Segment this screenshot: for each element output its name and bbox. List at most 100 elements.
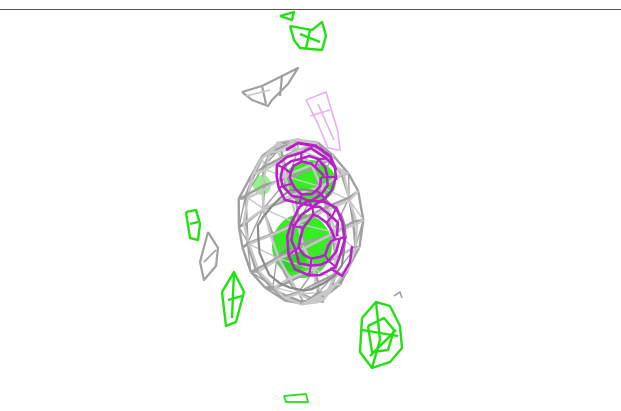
green-fragment-left-lower (220, 270, 246, 328)
gray-fragment-edge (278, 75, 284, 97)
gray-mesh-edge (296, 222, 336, 234)
magenta-lobe-upper (276, 163, 284, 169)
magenta-lobe-lower (327, 260, 337, 268)
gray-mesh-edge (280, 143, 289, 149)
gray-mesh-edge (328, 199, 350, 211)
gray-mesh-edge (246, 209, 264, 244)
gray-mesh-fragments (198, 66, 403, 299)
gray-mesh-edge (284, 296, 303, 306)
gray-mesh-edge (247, 189, 264, 199)
gray-mesh-edge (275, 257, 291, 283)
green-fragment-top-small (279, 10, 296, 22)
green-fragment-inner (366, 316, 396, 354)
magenta-lobe-upper (278, 185, 283, 189)
green-solid-blob (272, 214, 332, 278)
magenta-lobe-lower (325, 216, 333, 224)
gray-mesh-edge (334, 222, 358, 234)
gray-mesh-edge (288, 277, 300, 295)
gray-fragment-edge (203, 249, 217, 263)
green-fragment-edge (189, 220, 199, 226)
light-magenta-mesh-fragment (305, 90, 341, 151)
gray-mesh-edge (311, 158, 327, 167)
magenta-edge (329, 245, 354, 278)
gray-mesh-edge (249, 270, 266, 289)
green-fragment-bottom (283, 393, 309, 403)
light-magenta-edge (317, 103, 335, 141)
gray-fragment-tip (393, 291, 403, 299)
green-fragment-edge (227, 294, 243, 302)
gray-fragment-top (241, 66, 300, 108)
gray-mesh-edge (348, 199, 364, 221)
gray-mesh-edge (269, 150, 278, 154)
gray-mesh-edge (251, 157, 264, 175)
gray-mesh-edge (261, 169, 267, 191)
gray-mesh-edge (247, 243, 260, 272)
green-fragment-edge (370, 339, 382, 369)
green-fragment-left-upper (184, 208, 202, 242)
gray-fragment-edge (260, 85, 268, 105)
gray-mesh-edge (246, 243, 257, 270)
gray-mesh-edge (355, 246, 360, 251)
gray-mesh-edge (290, 185, 322, 197)
magenta-lobe-upper (288, 160, 325, 196)
gray-mesh-edge (257, 270, 276, 289)
gray-fragment-left (198, 231, 220, 282)
gray-mesh-edge (318, 299, 323, 303)
gray-mesh-edge (273, 276, 291, 289)
magenta-lobe-upper (315, 189, 322, 196)
gray-mesh-edge (273, 286, 286, 299)
gray-mesh-edge (241, 247, 252, 273)
gray-mesh-edge (277, 258, 291, 279)
gray-mesh-edge (248, 243, 280, 260)
gray-mesh-edge (348, 190, 360, 202)
gray-mesh-edge (255, 256, 278, 271)
gray-mesh-edge (271, 257, 278, 290)
magenta-lobe-upper (314, 158, 320, 168)
gray-mesh-edge (354, 223, 359, 249)
gray-mesh-edge (243, 207, 265, 225)
gray-mesh-edge (317, 272, 336, 284)
green-mesh-fragments (184, 10, 404, 403)
magenta-lobe-lower (311, 206, 315, 215)
gray-mesh-edge (262, 156, 284, 169)
gray-mesh-edge (242, 223, 251, 245)
magenta-lobe-lower (324, 254, 330, 262)
magenta-lobe-lower (330, 207, 338, 218)
magenta-lobe-upper (279, 154, 329, 203)
gray-mesh-edge (327, 209, 337, 233)
magenta-lobe-lower (339, 235, 346, 240)
gray-mesh-edge (241, 242, 250, 249)
gray-mesh-edge (278, 258, 315, 270)
gray-mesh-edge (242, 197, 249, 224)
gray-mesh-edge (269, 235, 281, 260)
magenta-wireframe-mesh (275, 141, 354, 278)
magenta-lobe-upper (320, 193, 326, 200)
light-magenta-edge (309, 109, 331, 117)
gray-mesh-edge (274, 286, 299, 295)
gray-mesh-edge (356, 218, 364, 225)
gray-mesh-edge (348, 199, 359, 225)
magenta-lobe-upper (298, 197, 303, 204)
gray-mesh-edge (262, 177, 290, 210)
green-fragment-edge (230, 271, 236, 319)
gray-mesh-edge (286, 138, 296, 148)
gray-mesh-edge (284, 163, 313, 178)
gray-mesh-edge (320, 171, 345, 188)
gray-mesh-edge (247, 197, 265, 210)
gray-mesh-edge (346, 266, 350, 270)
magenta-lobe-lower (308, 265, 312, 276)
magenta-lobe-upper (299, 158, 303, 162)
gray-mesh-edge (284, 292, 299, 300)
magenta-lobe-lower (297, 213, 337, 260)
gray-mesh-edge (332, 154, 350, 175)
magenta-lobe-lower (290, 205, 342, 267)
gray-mesh-edge (238, 196, 248, 200)
gray-mesh-edge (245, 184, 265, 197)
gray-mesh-edge (347, 173, 360, 192)
magenta-lobe-lower (293, 225, 304, 229)
gray-mesh-edge (237, 226, 244, 248)
green-fragment-top (288, 20, 328, 52)
magenta-lobe-lower (287, 248, 297, 257)
green-fragment-edge (299, 32, 321, 44)
